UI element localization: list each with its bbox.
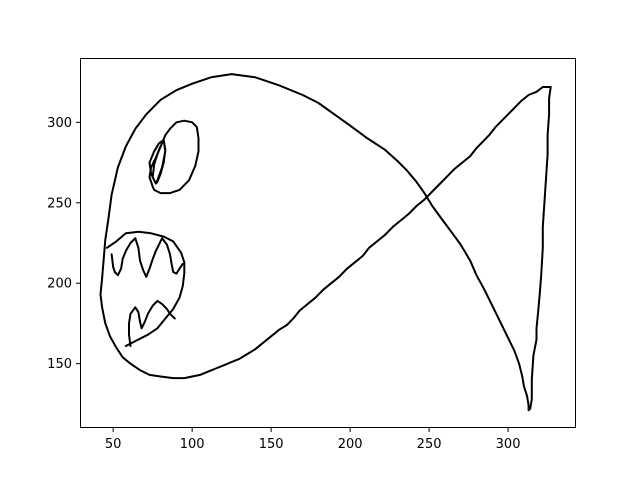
series-layer — [99, 73, 552, 412]
series-line-3 — [148, 139, 167, 185]
y-axis: 150 200 250 300 — [47, 116, 80, 372]
x-tick-label: 300 — [496, 437, 521, 452]
y-tick-label: 200 — [47, 277, 72, 292]
y-tick-label: 250 — [47, 196, 72, 211]
plot-frame — [80, 58, 576, 428]
x-tick-label: 100 — [180, 437, 205, 452]
x-tick-label: 150 — [259, 437, 284, 452]
x-tick-label: 200 — [338, 437, 363, 452]
series-line-5 — [110, 237, 184, 278]
series-line-6 — [128, 299, 176, 347]
series-line-4 — [105, 230, 186, 347]
series-line-1 — [99, 73, 552, 412]
x-tick-label: 50 — [105, 437, 122, 452]
x-axis: 50 100 150 200 250 300 — [105, 428, 521, 452]
y-tick-label: 150 — [47, 357, 72, 372]
y-tick-label: 300 — [47, 116, 72, 131]
x-tick-label: 250 — [417, 437, 442, 452]
